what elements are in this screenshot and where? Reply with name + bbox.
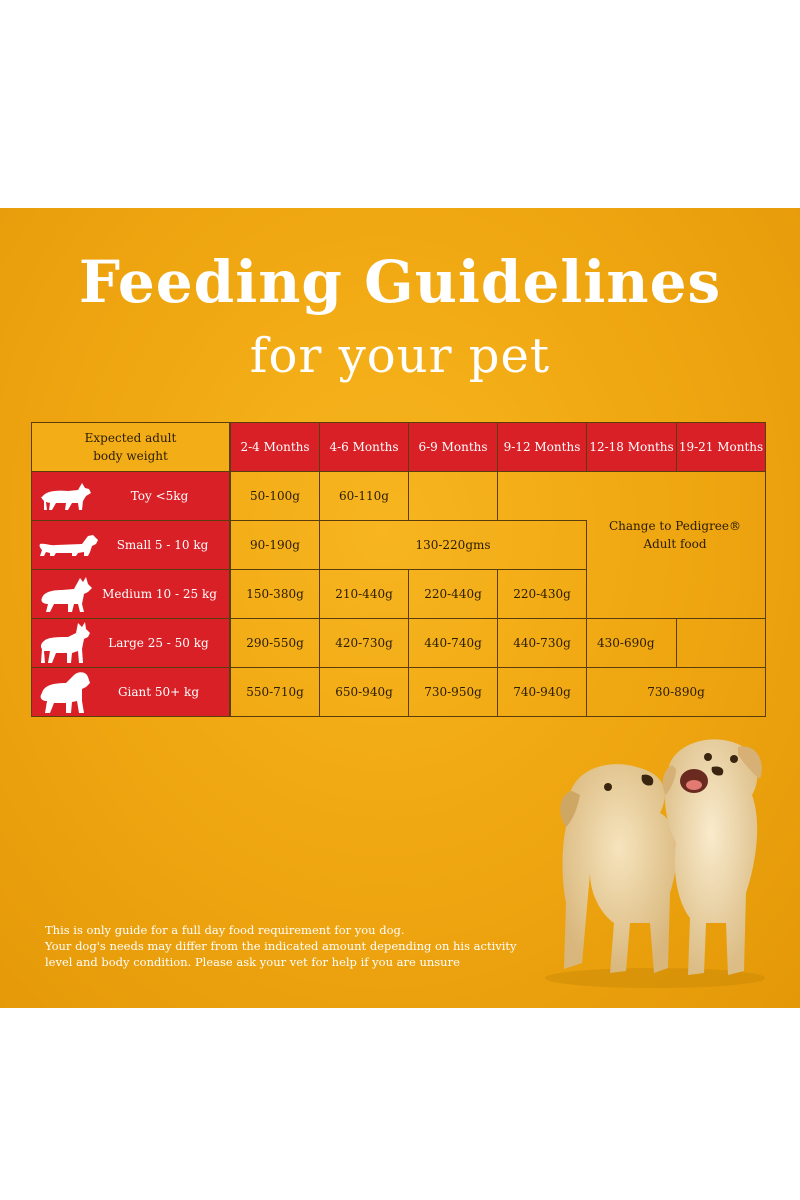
value-medium-9-12: 220-430g bbox=[497, 569, 587, 619]
disclaimer-text: This is only guide for a full day food r… bbox=[45, 922, 517, 970]
value-large-12-18: 430-690g bbox=[586, 618, 677, 668]
value-medium-4-6: 210-440g bbox=[319, 569, 409, 619]
change-to-adult-food-cell: Change to Pedigree® Adult food bbox=[497, 471, 766, 619]
weight-label-small: Small 5 - 10 kg bbox=[116, 538, 209, 552]
disclaimer-line-3: level and body condition. Please ask you… bbox=[45, 955, 460, 969]
weight-cell-toy: Toy <5kg bbox=[31, 471, 230, 521]
column-header-9-12: 9-12 Months bbox=[497, 422, 587, 472]
value-medium-2-4: 150-380g bbox=[230, 569, 320, 619]
weight-cell-large: Large 25 - 50 kg bbox=[31, 618, 230, 668]
change-note-line-1: Change to Pedigree® bbox=[608, 519, 742, 533]
value-toy-4-6: 60-110g bbox=[319, 471, 409, 521]
page-subtitle: for your pet bbox=[249, 328, 551, 384]
feeding-guidelines-panel: Feeding Guidelines for your pet Expected… bbox=[0, 208, 800, 1008]
disclaimer-line-2: Your dog's needs may differ from the ind… bbox=[45, 939, 517, 953]
weight-label-toy: Toy <5kg bbox=[130, 489, 189, 503]
value-large-6-9: 440-740g bbox=[408, 618, 498, 668]
weight-cell-small: Small 5 - 10 kg bbox=[31, 520, 230, 570]
weight-label-large: Large 25 - 50 kg bbox=[108, 636, 209, 650]
value-giant-2-4: 550-710g bbox=[230, 667, 320, 717]
value-giant-6-9: 730-950g bbox=[408, 667, 498, 717]
giant-dog-icon bbox=[40, 672, 90, 713]
value-giant-12-21: 730-890g bbox=[586, 667, 766, 717]
column-header-19-21: 19-21 Months bbox=[676, 422, 766, 472]
weight-label-giant: Giant 50+ kg bbox=[117, 685, 200, 699]
column-header-2-4: 2-4 Months bbox=[230, 422, 320, 472]
value-toy-6-9 bbox=[408, 471, 498, 521]
corner-header-line-1: Expected adult bbox=[84, 431, 177, 445]
corner-header-line-2: body weight bbox=[93, 449, 168, 463]
value-small-2-4: 90-190g bbox=[230, 520, 320, 570]
disclaimer-line-1: This is only guide for a full day food r… bbox=[45, 923, 405, 937]
value-large-2-4: 290-550g bbox=[230, 618, 320, 668]
toy-dog-icon bbox=[41, 483, 91, 510]
page-title: Feeding Guidelines bbox=[78, 248, 722, 316]
medium-dog-icon bbox=[41, 577, 92, 612]
dachshund-icon bbox=[39, 535, 98, 556]
puppies-illustration bbox=[545, 739, 765, 988]
column-header-6-9: 6-9 Months bbox=[408, 422, 498, 472]
value-giant-4-6: 650-940g bbox=[319, 667, 409, 717]
weight-label-medium: Medium 10 - 25 kg bbox=[102, 587, 217, 601]
value-medium-6-9: 220-440g bbox=[408, 569, 498, 619]
value-giant-9-12: 740-940g bbox=[497, 667, 587, 717]
change-note-line-2: Adult food bbox=[643, 537, 707, 551]
value-large-4-6: 420-730g bbox=[319, 618, 409, 668]
large-dog-icon bbox=[40, 622, 90, 663]
column-header-12-18: 12-18 Months bbox=[586, 422, 677, 472]
toy-9-12-divider bbox=[497, 471, 498, 521]
corner-header: Expected adult body weight bbox=[31, 422, 230, 472]
value-large-19-21 bbox=[676, 618, 766, 668]
weight-cell-giant: Giant 50+ kg bbox=[31, 667, 230, 717]
value-small-4-12: 130-220gms bbox=[319, 520, 587, 570]
weight-cell-medium: Medium 10 - 25 kg bbox=[31, 569, 230, 619]
value-large-9-12: 440-730g bbox=[497, 618, 587, 668]
column-header-4-6: 4-6 Months bbox=[319, 422, 409, 472]
value-toy-2-4: 50-100g bbox=[230, 471, 320, 521]
